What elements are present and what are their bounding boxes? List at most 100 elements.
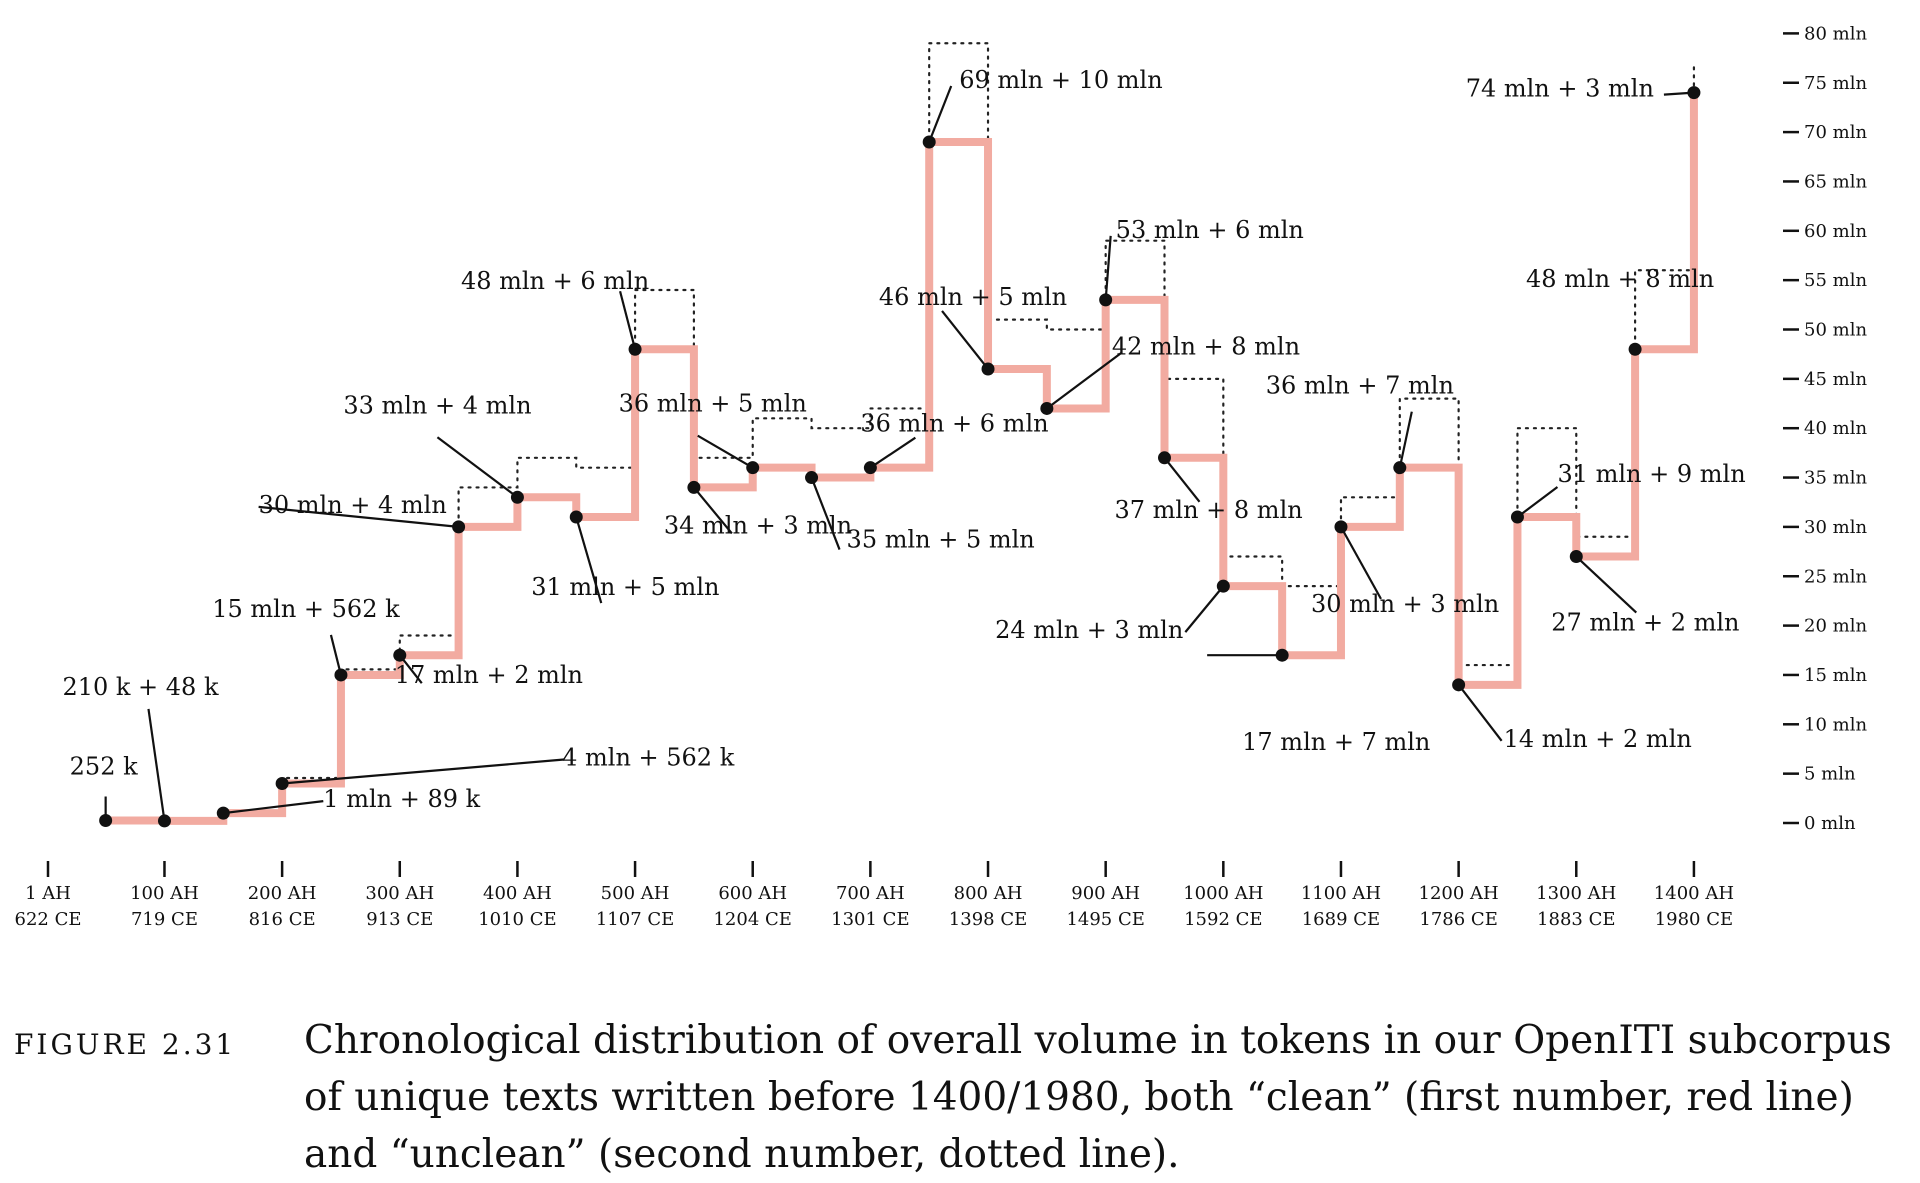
figure-caption-text: Chronological distribution of overall vo… [304,1018,1892,1177]
leader-line [1575,555,1638,614]
x-tick-label-ah: 300 AH [365,883,434,904]
data-label: 27 mln + 2 mln [1551,609,1739,637]
data-label: 4 mln + 562 k [562,744,735,772]
y-tick-label: 55 mln [1804,270,1867,291]
x-tick-label-ce: 1495 CE [1066,909,1144,930]
data-point [334,668,348,682]
leader-line [1163,457,1201,503]
data-label: 252 k [70,753,138,781]
data-point [275,777,289,791]
y-tick-label: 40 mln [1804,418,1867,439]
data-label: 36 mln + 7 mln [1266,372,1454,400]
leader-line [928,85,953,143]
leader-line [1184,585,1225,633]
leader-line [619,290,637,350]
data-point [1157,451,1171,465]
x-tick-label-ce: 1786 CE [1419,909,1497,930]
data-label: 17 mln + 2 mln [395,661,583,689]
data-label: 24 mln + 3 mln [995,616,1183,644]
data-label: 69 mln + 10 mln [959,66,1162,94]
x-tick-label-ah: 400 AH [483,883,552,904]
x-tick-label-ce: 913 CE [366,909,433,930]
leader-line [1104,235,1112,300]
leader-line [1046,351,1123,410]
leader-line [223,800,324,815]
data-label: 33 mln + 4 mln [343,391,531,419]
data-point [99,814,113,828]
x-tick-label-ce: 1204 CE [713,909,791,930]
data-point [452,520,466,534]
data-point [569,510,583,524]
leader-line [575,516,603,604]
data-point [1628,342,1642,356]
data-label: 30 mln + 3 mln [1311,590,1499,618]
x-tick-label-ah: 1000 AH [1183,883,1263,904]
y-tick-label: 5 mln [1804,764,1856,785]
data-points [99,86,1701,828]
annotation-leaders [104,85,1694,822]
x-tick-label-ce: 1689 CE [1302,909,1380,930]
x-tick-label-ce: 719 CE [131,909,198,930]
y-tick-label: 25 mln [1804,566,1867,587]
clean-series [105,92,1698,825]
data-point [1275,648,1289,662]
data-point [1216,579,1230,593]
data-point [687,480,701,494]
x-tick-label-ce: 1010 CE [478,909,556,930]
y-tick-label: 50 mln [1804,320,1867,341]
y-tick-label: 80 mln [1804,23,1867,44]
y-tick-label: 35 mln [1804,468,1867,489]
data-label: 37 mln + 8 mln [1114,496,1302,524]
data-label: 1 mln + 89 k [323,785,480,813]
data-point [805,471,819,485]
y-tick-label: 70 mln [1804,122,1867,143]
data-label: 30 mln + 4 mln [259,491,447,519]
leader-line [869,436,916,469]
leader-line [147,708,166,822]
y-axis: 0 mln 5 mln 10 mln 15 mln 20 mln 25 mln 30 mln… [1783,23,1867,834]
y-tick-label: 75 mln [1804,73,1867,94]
data-point [510,490,524,504]
x-tick-label-ah: 1 AH [25,883,71,904]
leader-line [941,310,989,370]
leader-line [693,486,733,535]
data-label: 210 k + 48 k [62,673,219,701]
data-label: 36 mln + 6 mln [860,410,1048,438]
x-tick-label-ah: 1400 AH [1654,883,1734,904]
x-tick-label-ce: 622 CE [15,909,82,930]
x-tick-label-ah: 600 AH [718,883,787,904]
data-point [1040,401,1054,415]
y-tick-label: 60 mln [1804,221,1867,242]
x-axis: 1 AH 622 CE 100 AH 719 CE 200 AH 816 CE 300 AH… [15,861,1734,930]
y-tick-label: 15 mln [1804,665,1867,686]
data-label: 42 mln + 8 mln [1112,332,1300,360]
data-label: 17 mln + 7 mln [1242,728,1430,756]
data-label: 31 mln + 9 mln [1557,460,1745,488]
x-tick-label-ah: 100 AH [130,883,199,904]
figure-label: FIGURE 2.31 [14,1028,237,1061]
data-point [1393,461,1407,475]
clean-step-line [105,92,1698,825]
data-label: 31 mln + 5 mln [531,573,719,601]
leader-line [697,434,754,469]
leader-line [1457,684,1503,742]
x-tick-label-ah: 800 AH [954,883,1023,904]
leader-line [436,436,519,499]
x-tick-label-ce: 816 CE [249,909,316,930]
data-point [157,814,171,828]
leader-line [282,758,565,785]
x-tick-label-ah: 1100 AH [1301,883,1381,904]
data-point [1452,678,1466,692]
data-point [1687,86,1701,100]
data-point [393,648,407,662]
x-tick-label-ce: 1301 CE [831,909,909,930]
x-tick-label-ce: 1592 CE [1184,909,1262,930]
data-point [746,461,760,475]
data-label: 36 mln + 5 mln [619,390,807,418]
y-tick-label: 30 mln [1804,517,1867,538]
data-point [1510,510,1524,524]
annotation-labels: 252 k 210 k + 48 k 1 mln + 89 k 4 mln + 562… [62,66,1745,813]
x-tick-label-ah: 1300 AH [1536,883,1616,904]
leader-line [329,634,343,676]
x-tick-label-ce: 1883 CE [1537,909,1615,930]
